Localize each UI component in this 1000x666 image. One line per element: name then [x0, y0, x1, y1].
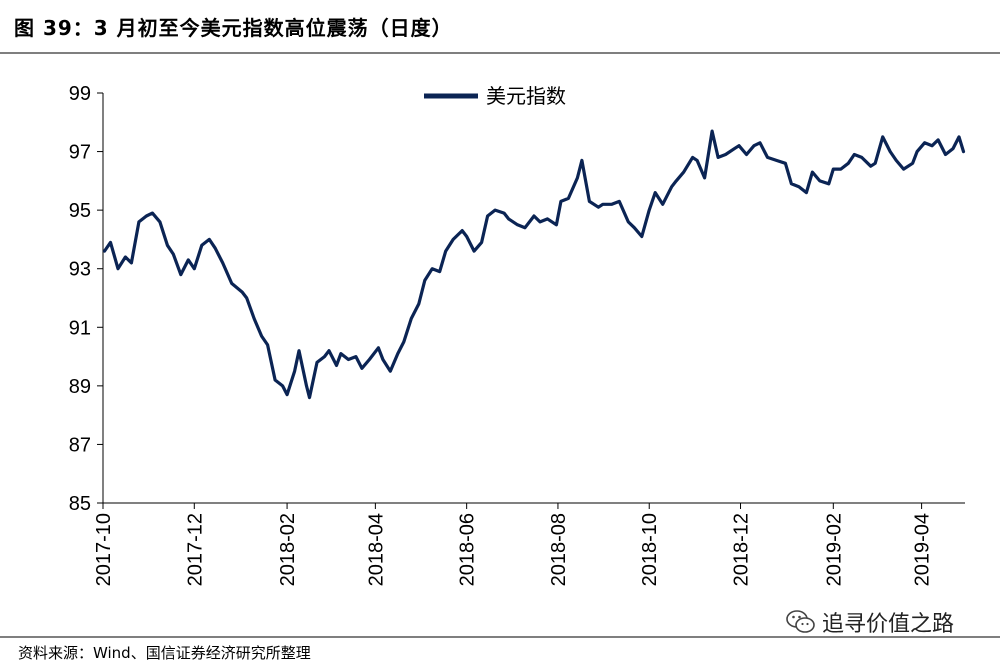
x-tick-label: 2017-12 — [184, 513, 206, 586]
figure-title: 图 39：3 月初至今美元指数高位震荡（日度） — [14, 16, 453, 40]
source-note: 资料来源：Wind、国信证券经济研究所整理 — [18, 644, 311, 662]
legend-label: 美元指数 — [486, 84, 566, 108]
x-axis-ticks: 2017-10 2017-12 2018-02 2018-04 2018-06 2018-… — [93, 503, 934, 586]
x-tick-label: 2019-04 — [912, 513, 934, 586]
y-axis-ticks: 85 87 89 91 93 95 97 99 — [69, 83, 103, 515]
y-tick-label: 87 — [69, 434, 91, 456]
x-tick-label: 2017-10 — [93, 513, 115, 586]
x-tick-label: 2019-02 — [823, 513, 845, 586]
figure-title-bar: 图 39：3 月初至今美元指数高位震荡（日度） — [0, 0, 1000, 46]
x-tick-label: 2018-12 — [731, 513, 753, 586]
y-tick-label: 95 — [69, 200, 91, 222]
watermark-text: 追寻价值之路 — [822, 612, 955, 637]
chart-legend: 美元指数 — [424, 84, 566, 108]
y-tick-label: 91 — [69, 317, 91, 339]
series-line — [102, 129, 966, 400]
wechat-icon — [786, 610, 815, 633]
y-tick-label: 99 — [69, 83, 91, 105]
y-tick-label: 97 — [69, 142, 91, 164]
x-tick-label: 2018-08 — [548, 513, 570, 586]
series-group — [102, 129, 966, 400]
y-tick-label: 89 — [69, 376, 91, 398]
bottom-rule — [0, 636, 1000, 638]
x-tick-label: 2018-10 — [639, 513, 661, 586]
watermark: 追寻价值之路 — [786, 606, 954, 638]
chart-axes — [102, 93, 965, 504]
x-tick-label: 2018-02 — [277, 513, 299, 586]
y-tick-label: 85 — [69, 493, 91, 515]
y-tick-label: 93 — [69, 259, 91, 281]
x-tick-label: 2018-06 — [457, 513, 479, 586]
top-rule — [0, 52, 1000, 54]
x-tick-label: 2018-04 — [365, 513, 387, 586]
